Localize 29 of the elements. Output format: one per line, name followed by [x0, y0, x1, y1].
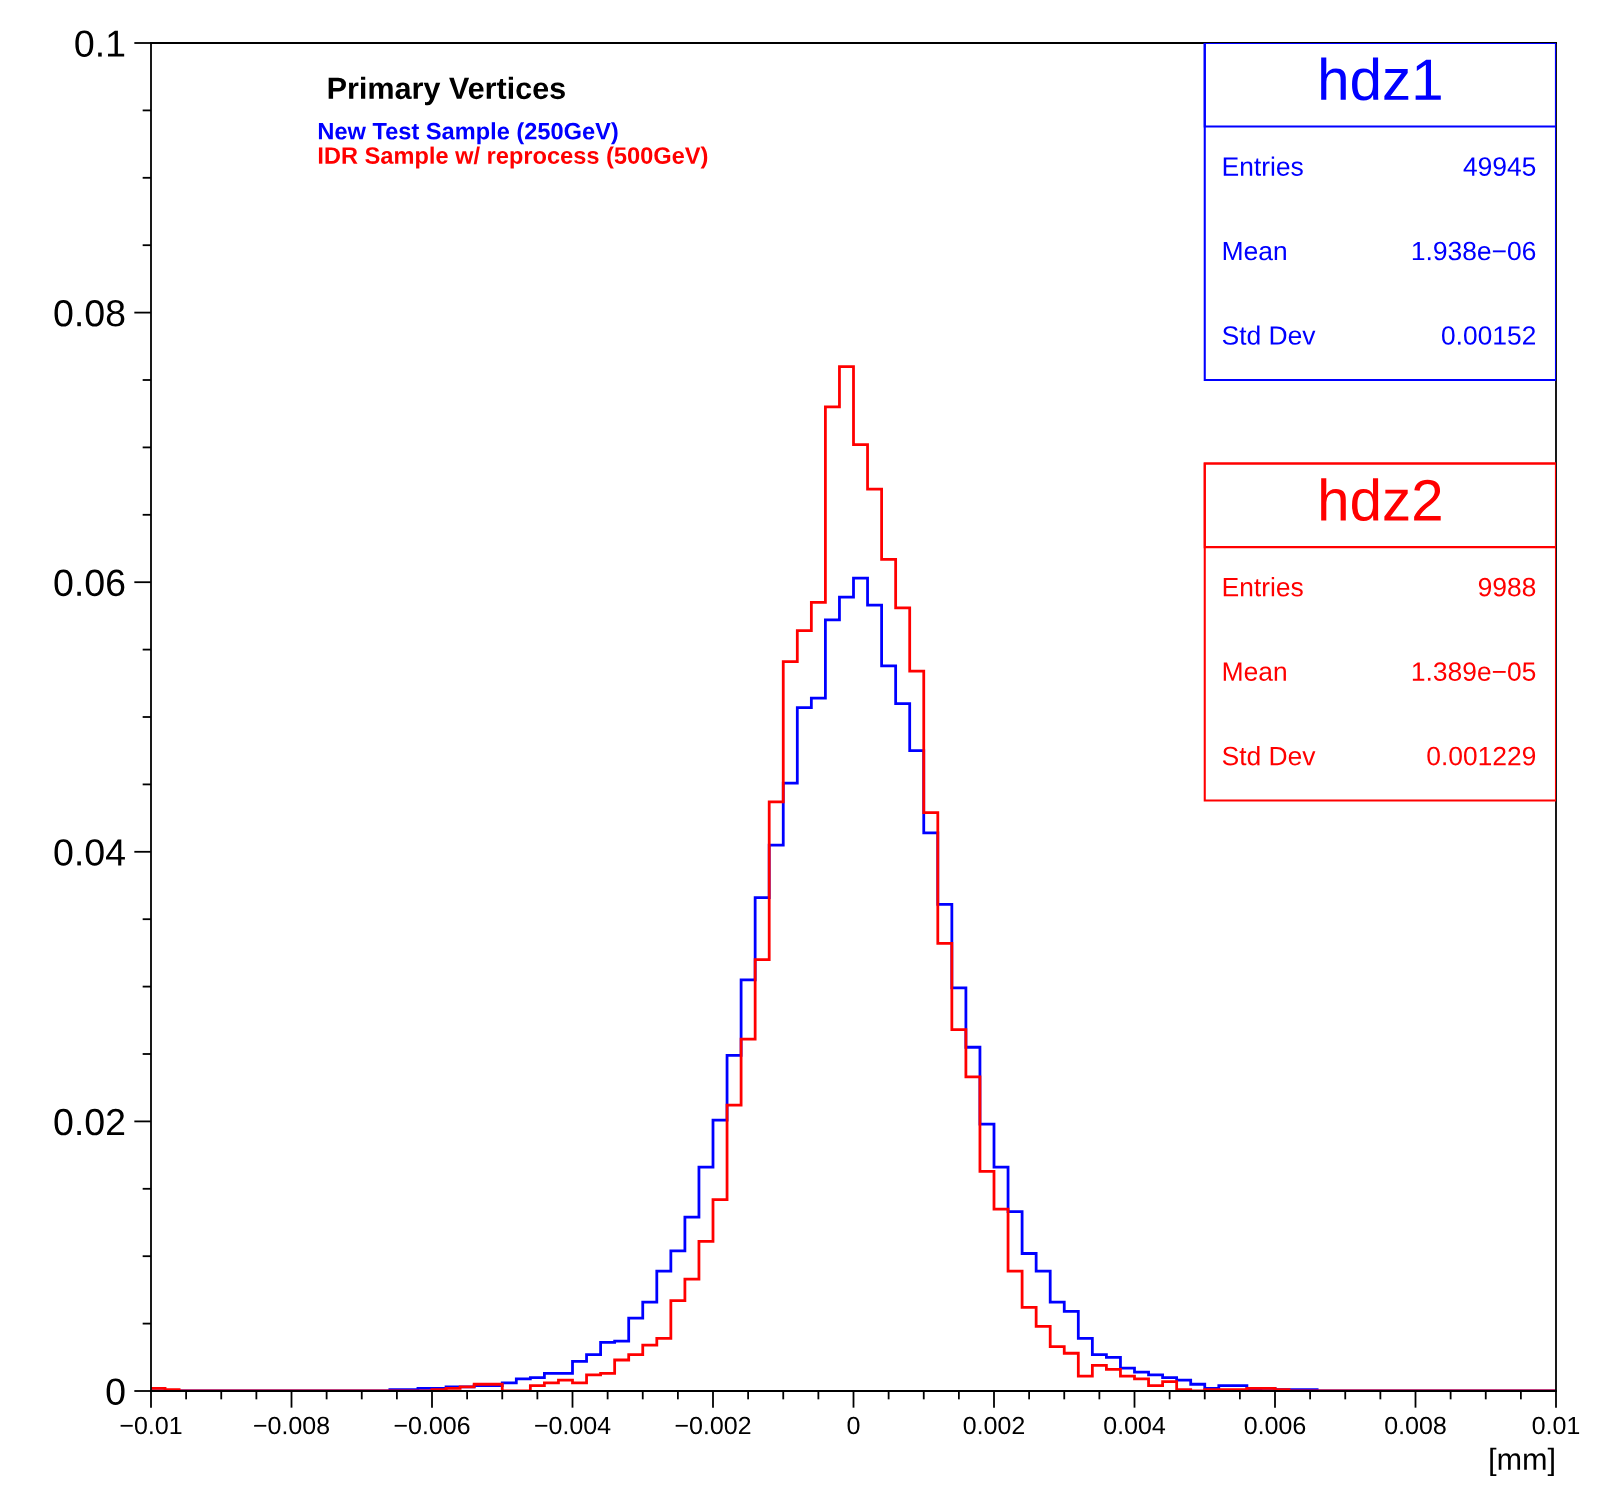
annotation: hdz1: [1321, 57, 1441, 101]
text: Entries 49945: [1223, 156, 1536, 176]
x-tick-label: 0.002: [963, 1416, 1025, 1435]
text: Entries 9988: [1223, 577, 1536, 597]
y-tick-label: 0.02: [54, 1108, 125, 1136]
annotation: hdz2: [1321, 478, 1441, 522]
x-tick-label: 0.01: [1532, 1416, 1580, 1435]
y-tick-label: 0.06: [54, 569, 125, 597]
x-tick-label: −0.008: [254, 1416, 329, 1435]
x-tick-label: −0.01: [120, 1416, 182, 1435]
text: Mean 1.389e−05: [1223, 662, 1536, 681]
x-tick-label: 0.008: [1385, 1416, 1446, 1435]
x-tick-label: −0.004: [535, 1416, 611, 1435]
x-tick-label: −0.006: [394, 1416, 470, 1435]
y-tick-label: 0.04: [54, 839, 125, 866]
text: Mean 1.938e−06: [1223, 241, 1536, 261]
text: Std Dev 0.001229: [1222, 746, 1536, 766]
y-tick-label: 0.1: [75, 30, 125, 57]
x-tick-label: 0.004: [1104, 1416, 1166, 1435]
text: IDR Sample w/ reprocess (500GeV): [318, 146, 708, 169]
text: Std Dev 0.00152: [1222, 325, 1536, 345]
y-tick-label: 0: [106, 1378, 125, 1405]
x-axis-title: [mm]: [1490, 1447, 1554, 1477]
x-tick-label: −0.002: [675, 1416, 751, 1435]
x-tick-label: 0: [847, 1416, 860, 1435]
text: New Test Sample (250GeV): [318, 122, 618, 145]
x-tick-label: 0.006: [1244, 1416, 1306, 1435]
text: Primary Vertices: [328, 76, 565, 106]
y-tick-label: 0.08: [54, 300, 125, 327]
